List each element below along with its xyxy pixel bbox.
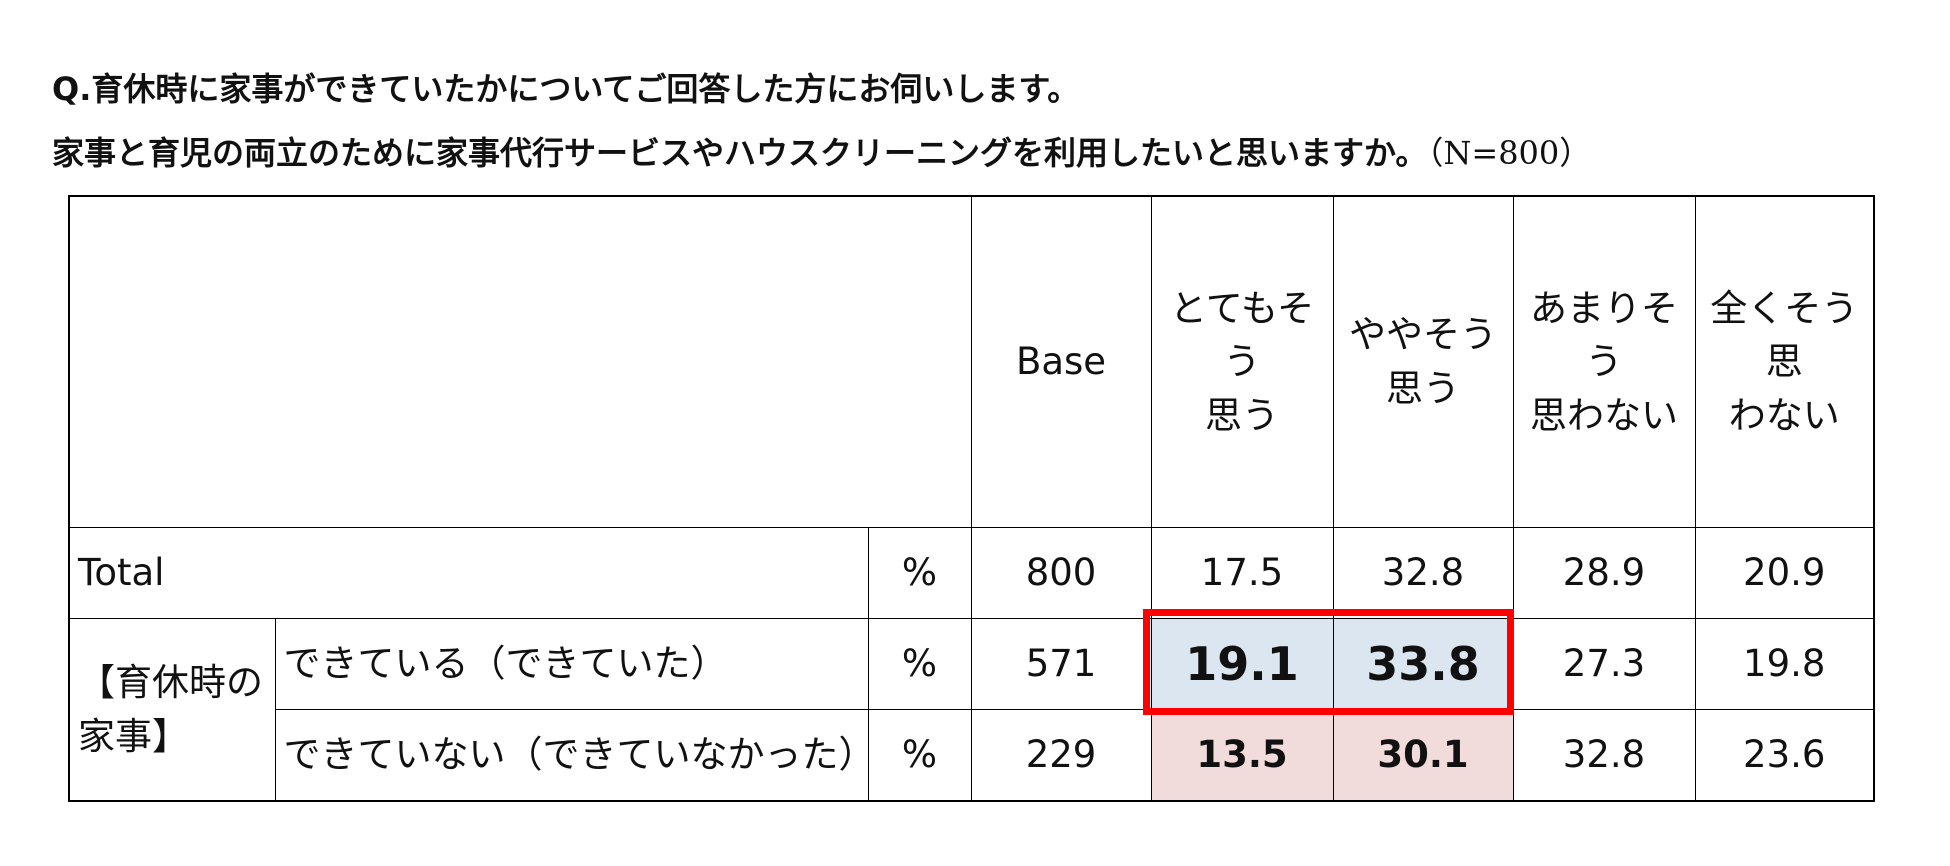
value-cell: 33.8	[1332, 618, 1514, 710]
header-text: Base	[1015, 340, 1107, 384]
header-text: 思わない	[1530, 393, 1678, 437]
base-cell: 229	[970, 709, 1152, 802]
value-cell: 32.8	[1512, 709, 1696, 802]
value-cell: 20.9	[1694, 527, 1875, 619]
value-cell: 17.5	[1150, 527, 1334, 619]
unit-cell: %	[867, 709, 972, 802]
group-label-text: 【育休時の	[78, 660, 263, 704]
group-label: 【育休時の 家事】	[68, 618, 276, 802]
header-row: Base とてもそう 思う ややそう 思う あまりそう 思わない 全くそう思 わない	[68, 195, 1875, 528]
header-cell: Base	[970, 195, 1152, 528]
question-subtitle: 家事と育児の両立のために家事代行サービスやハウスクリーニングを利用したいと思いま…	[52, 128, 1591, 174]
highlight-box	[1143, 609, 1514, 715]
value-cell: 19.8	[1694, 618, 1875, 710]
header-text: わない	[1728, 393, 1840, 437]
row-label: Total	[68, 527, 869, 619]
sample-size: （N=800）	[1427, 134, 1592, 172]
header-text: ややそう	[1349, 313, 1497, 357]
header-cell: ややそう 思う	[1332, 195, 1514, 528]
question-text: 家事と育児の両立のために家事代行サービスやハウスクリーニングを利用したいと思いま…	[52, 134, 1428, 172]
header-cell: あまりそう 思わない	[1512, 195, 1696, 528]
value-cell: 23.6	[1694, 709, 1875, 802]
header-text: あまりそう	[1530, 286, 1678, 384]
value-cell: 13.5	[1150, 709, 1334, 802]
unit-cell: %	[867, 527, 972, 619]
base-cell: 571	[970, 618, 1152, 710]
result-table: Base とてもそう 思う ややそう 思う あまりそう 思わない 全くそう思 わない Total%…	[68, 195, 1875, 802]
group-label-text: 家事】	[78, 714, 189, 758]
header-cell: 全くそう思 わない	[1694, 195, 1875, 528]
value-cell: 27.3	[1512, 618, 1696, 710]
total-row: Total% 800 17.5 32.8 28.9 20.9	[68, 527, 1875, 619]
group-row: できていない（できていなかった）% 229 13.5 30.1 32.8 23.6	[69, 709, 1875, 802]
value-cell: 30.1	[1332, 709, 1514, 802]
header-text: 思う	[1205, 393, 1279, 437]
header-text: 思う	[1386, 367, 1460, 410]
row-label: できていない（できていなかった）	[274, 709, 876, 802]
corner-cell	[68, 195, 972, 528]
question-title: Q.育休時に家事ができていたかについてご回答した方にお伺いします。	[52, 70, 1080, 108]
value-cell: 19.1	[1150, 618, 1334, 710]
value-cell: 32.8	[1332, 527, 1514, 619]
header-text: 全くそう思	[1710, 286, 1859, 384]
group-row: 【育休時の 家事】 できている（できていた）% 571 19.1 33.8 27.3 19.8	[68, 618, 1875, 802]
value-cell: 28.9	[1512, 527, 1696, 619]
header-cell: とてもそう 思う	[1150, 195, 1334, 528]
header-text: とてもそう	[1169, 286, 1315, 384]
base-cell: 800	[970, 527, 1152, 619]
row-label: できている（できていた）	[274, 618, 869, 710]
unit-cell: %	[867, 618, 972, 710]
